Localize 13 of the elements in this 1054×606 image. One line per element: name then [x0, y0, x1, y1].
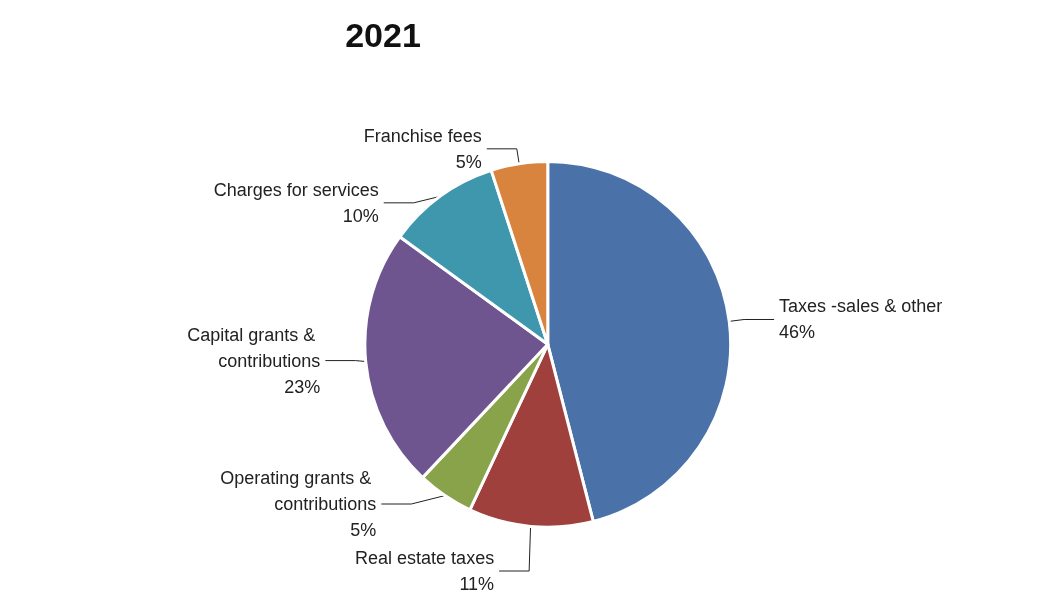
slice-label: Operating grants & contributions — [220, 468, 377, 514]
chart-title: 2021 — [345, 16, 421, 54]
slice-label: Franchise fees — [363, 125, 482, 146]
data-label: 5% — [350, 520, 377, 540]
data-label: 10% — [342, 205, 379, 226]
slice-label: Capital grants & contributions — [187, 324, 321, 371]
slice-label: Charges for services — [213, 179, 379, 200]
data-label: 11% — [459, 574, 495, 594]
slice-label: Taxes -sales & other — [779, 296, 943, 317]
data-label: 46% — [779, 322, 816, 343]
slice-label: Real estate taxes — [355, 548, 495, 568]
data-label: 5% — [455, 151, 482, 172]
data-label: 23% — [284, 376, 321, 397]
